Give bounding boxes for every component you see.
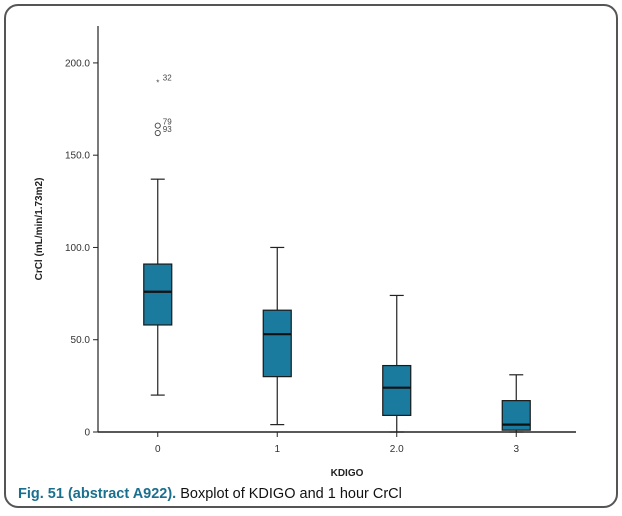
x-tick-label: 3 [513,444,519,455]
x-ticks: 0 1 2.0 3 [155,432,519,455]
box-group [382,294,412,433]
y-ticks: 0 50.0 100.0 150.0 200.0 [65,58,98,439]
outlier-label: 93 [163,125,172,134]
y-tick-label: 50.0 [71,335,91,346]
x-tick-label: 1 [274,444,280,455]
y-tick-label: 150.0 [65,151,90,162]
x-tick-label: 2.0 [390,444,404,455]
x-axis-title: KDIGO [331,468,364,476]
box-group [262,246,292,426]
box-group [501,374,531,433]
figure-caption: Fig. 51 (abstract A922). Boxplot of KDIG… [18,486,402,502]
outlier-label: 32 [163,73,172,82]
outlier-circle [154,122,161,129]
outlier-circle [154,129,161,137]
boxes [143,178,531,433]
y-tick-label: 200.0 [65,58,90,69]
outlier-label: 79 [163,118,172,127]
y-axis-title: CrCl (mL/min/1.73m2) [34,178,45,281]
box-iqr [262,309,292,378]
outlier-star: * [156,78,159,87]
x-tick-label: 0 [155,444,161,455]
box-iqr [501,400,531,431]
caption-label: Fig. 51 (abstract A922). [18,486,177,502]
box-iqr [143,263,173,326]
figure-frame: 0 50.0 100.0 150.0 200.0 0 1 2.0 3 * 32 79 93 CrCl… [4,4,618,508]
box-iqr [382,364,412,416]
box-group [143,178,173,396]
y-tick-label: 100.0 [65,243,90,254]
caption-text: Boxplot of KDIGO and 1 hour CrCl [176,486,402,502]
y-tick-label: 0 [84,428,90,439]
